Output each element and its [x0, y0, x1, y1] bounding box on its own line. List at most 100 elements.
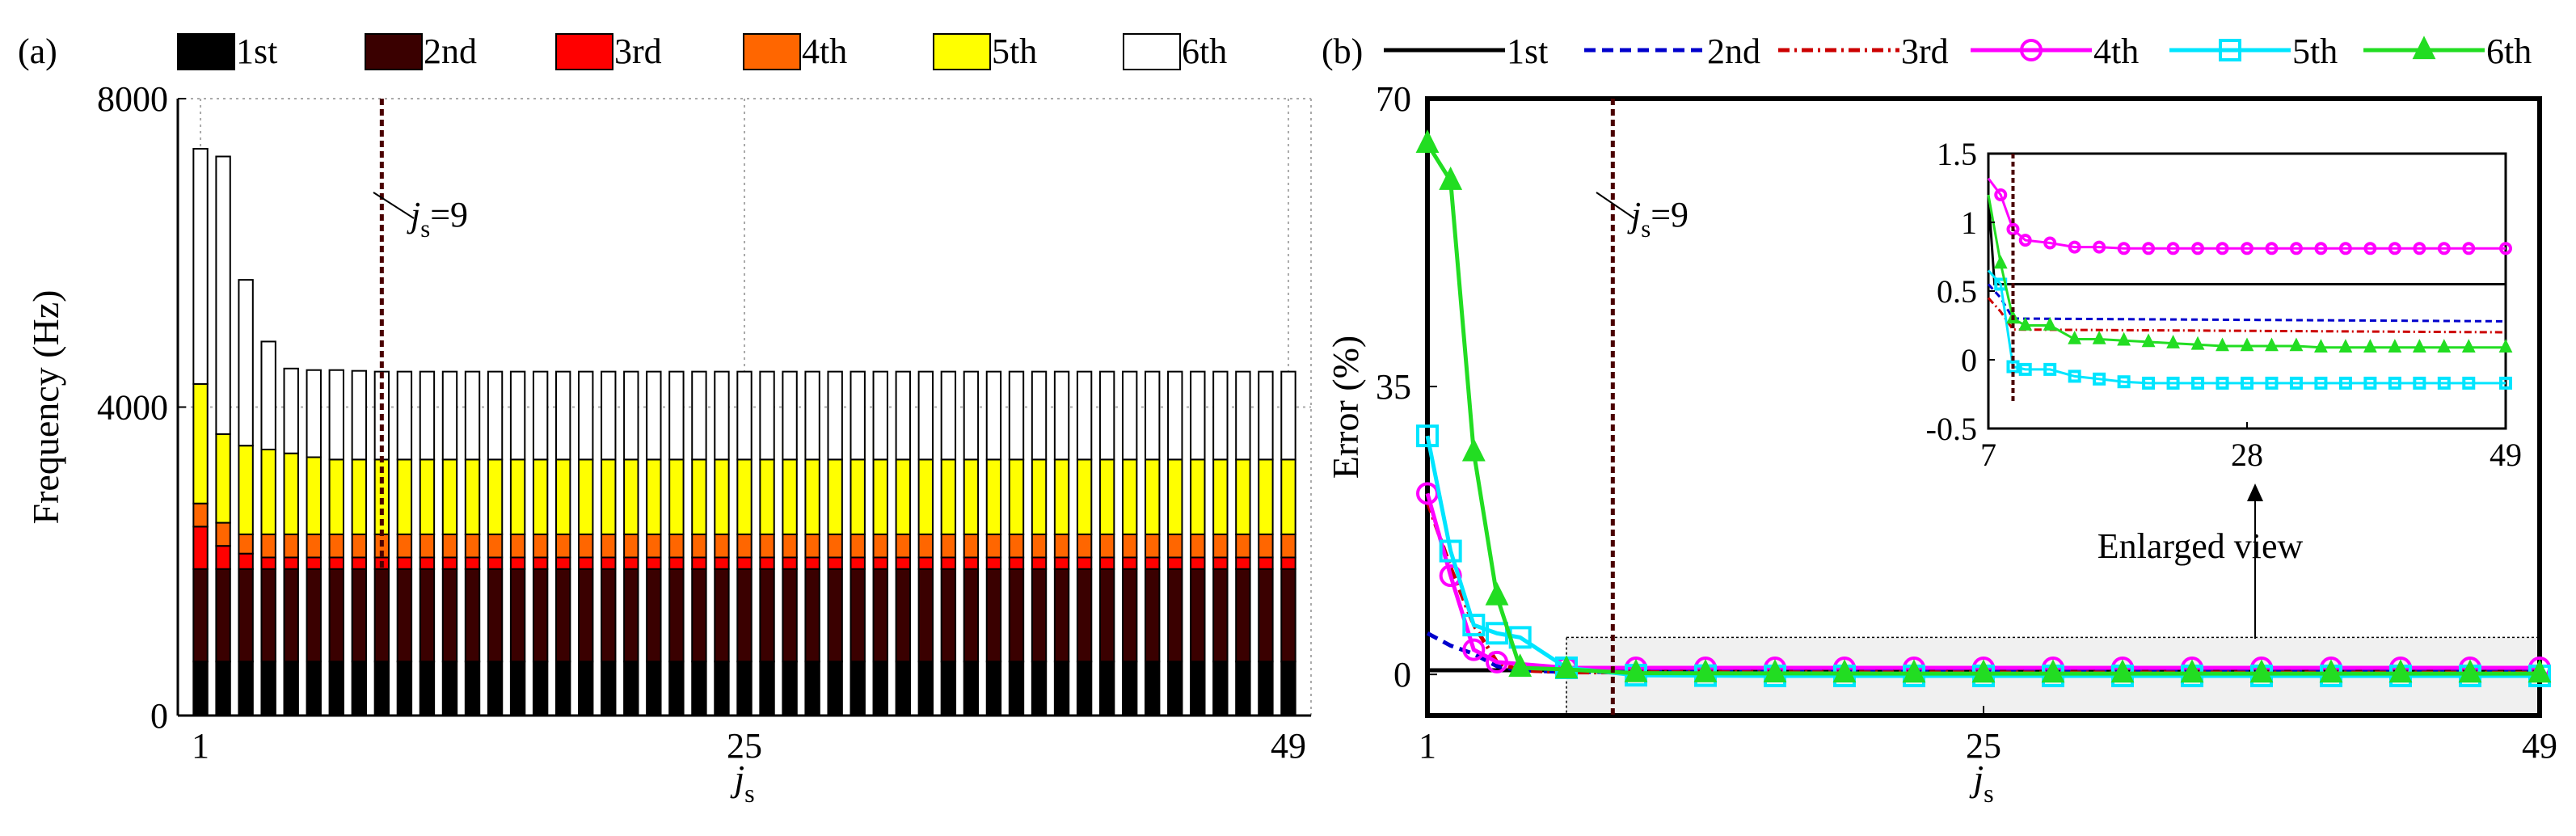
- bar-1st-14: [487, 661, 504, 716]
- bar-4th-2: [215, 521, 231, 547]
- inset-point-4th-8: [2142, 242, 2156, 255]
- bar-4th-1: [192, 502, 209, 528]
- point-6th-10: [1902, 659, 1926, 683]
- bar-2nd-46: [1212, 568, 1229, 663]
- bar-1st-47: [1235, 661, 1251, 716]
- bar-group-7: [328, 369, 344, 716]
- bar-5th-42: [1121, 458, 1138, 535]
- bar-1st-26: [759, 661, 775, 716]
- bar-5th-24: [714, 458, 730, 535]
- bar-6th-48: [1258, 370, 1274, 461]
- bar-group-12: [441, 370, 458, 716]
- bar-4th-11: [419, 533, 436, 559]
- bar-2nd-47: [1235, 568, 1251, 663]
- bar-1st-23: [691, 661, 707, 716]
- bar-6th-30: [850, 370, 866, 461]
- bar-3rd-22: [668, 556, 685, 570]
- bar-1st-35: [963, 661, 980, 716]
- bar-5th-41: [1098, 458, 1115, 535]
- bar-2nd-26: [759, 568, 775, 663]
- legend-label-4th: 4th: [2093, 32, 2139, 71]
- point-6th-9: [1832, 659, 1857, 683]
- bar-6th-26: [759, 370, 775, 461]
- bar-5th-39: [1053, 458, 1070, 535]
- bar-group-40: [1076, 370, 1093, 716]
- inset-point-6th-3: [2018, 316, 2033, 331]
- point-6th-16: [2319, 659, 2343, 683]
- bar-4th-6: [306, 533, 322, 559]
- bar-1st-2: [215, 661, 231, 716]
- inset-point-6th-9: [2166, 335, 2180, 348]
- bar-6th-40: [1076, 370, 1093, 461]
- bar-4th-12: [441, 533, 458, 559]
- bar-5th-12: [441, 458, 458, 535]
- bar-group-14: [487, 370, 504, 716]
- bar-group-48: [1258, 370, 1274, 716]
- inset-point-6th-7: [2117, 331, 2131, 346]
- x-tick-label-1: 1: [1419, 726, 1436, 766]
- inset-point-5th-11: [2216, 376, 2229, 390]
- legend-label-2nd: 2nd: [424, 32, 477, 71]
- bar-1st-45: [1190, 661, 1206, 716]
- inset-y-tick-label-1.5: 1.5: [1937, 136, 1977, 172]
- bar-1st-13: [464, 661, 481, 716]
- bar-2nd-40: [1076, 568, 1093, 663]
- bar-1st-34: [940, 661, 957, 716]
- point-6th-3: [1485, 581, 1509, 606]
- bar-6th-16: [532, 370, 549, 461]
- bar-group-26: [759, 370, 775, 716]
- bar-2nd-43: [1145, 568, 1161, 663]
- bar-group-2: [215, 155, 231, 716]
- bar-1st-20: [623, 661, 639, 716]
- bar-6th-33: [917, 370, 934, 461]
- bar-4th-43: [1145, 533, 1161, 559]
- inset-point-5th-3: [2018, 362, 2032, 376]
- legend-label-6th: 6th: [1182, 32, 1227, 71]
- bar-2nd-30: [850, 568, 866, 663]
- bar-2nd-8: [351, 568, 368, 663]
- bar-group-11: [419, 370, 436, 716]
- bar-6th-21: [646, 370, 662, 461]
- bar-5th-5: [283, 452, 299, 535]
- bar-5th-8: [351, 458, 368, 535]
- bar-group-25: [736, 370, 753, 716]
- bar-1st-29: [827, 661, 843, 716]
- bar-1st-19: [601, 661, 617, 716]
- bar-3rd-27: [782, 556, 798, 570]
- y-tick-label-8000: 8000: [97, 79, 168, 119]
- bar-5th-40: [1076, 458, 1093, 535]
- bar-4th-3: [238, 533, 254, 555]
- bar-2nd-7: [328, 568, 344, 663]
- bar-6th-46: [1212, 370, 1229, 461]
- bar-group-17: [554, 370, 571, 716]
- bar-1st-44: [1167, 661, 1183, 716]
- bar-group-29: [827, 370, 843, 716]
- panel-a-label: (a): [18, 32, 57, 71]
- inset-point-6th-16: [2338, 339, 2353, 353]
- bar-1st-31: [872, 661, 888, 716]
- bar-4th-28: [804, 533, 820, 559]
- bar-2nd-10: [396, 568, 413, 663]
- inset-point-4th-5: [2068, 240, 2081, 254]
- bar-3rd-33: [917, 556, 934, 570]
- bar-5th-14: [487, 458, 504, 535]
- bar-group-3: [238, 279, 254, 716]
- bar-group-18: [578, 370, 594, 716]
- point-6th-14: [2180, 659, 2204, 683]
- bar-2nd-19: [601, 568, 617, 663]
- bar-4th-13: [464, 533, 481, 559]
- bar-2nd-29: [827, 568, 843, 663]
- bar-6th-11: [419, 370, 436, 461]
- bar-6th-49: [1280, 370, 1296, 461]
- bar-4th-42: [1121, 533, 1138, 559]
- bar-2nd-14: [487, 568, 504, 663]
- bar-6th-27: [782, 370, 798, 461]
- bar-3rd-2: [215, 545, 231, 570]
- bar-6th-4: [260, 340, 276, 450]
- legend-label-1st: 1st: [236, 32, 277, 71]
- inset-point-4th-11: [2216, 242, 2229, 255]
- bar-3rd-10: [396, 556, 413, 570]
- inset-point-5th-18: [2388, 376, 2401, 390]
- inset-x-tick-label-49: 49: [2490, 437, 2522, 473]
- bar-6th-7: [328, 369, 344, 461]
